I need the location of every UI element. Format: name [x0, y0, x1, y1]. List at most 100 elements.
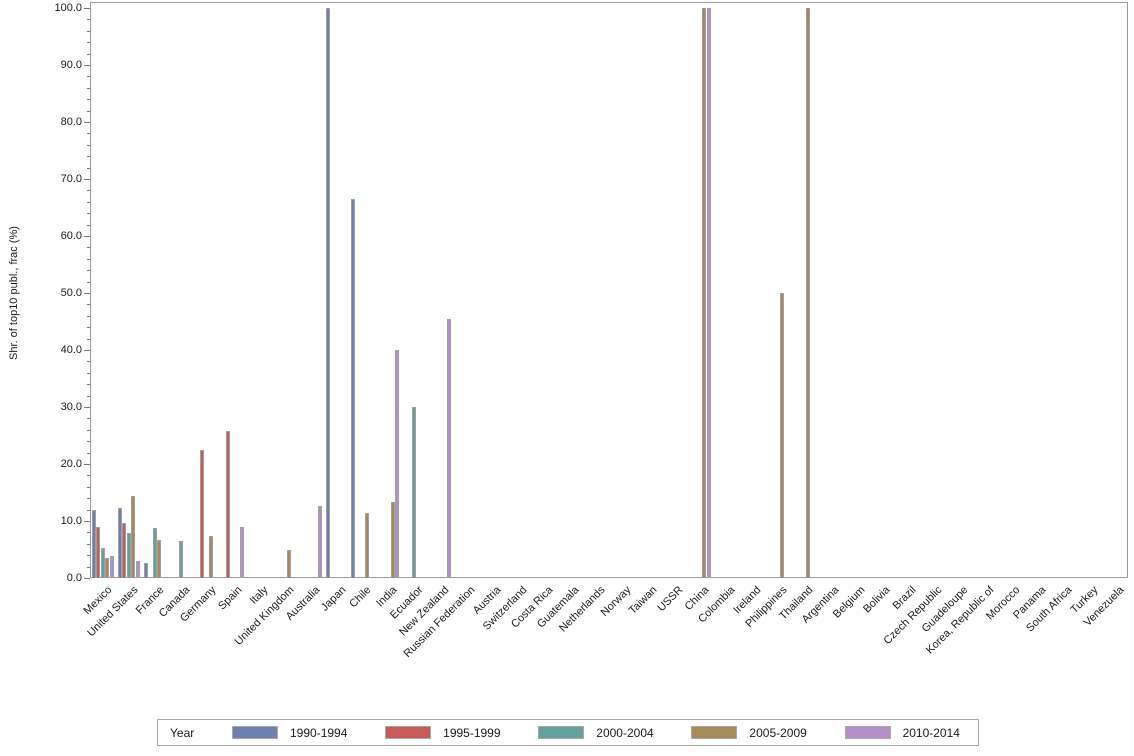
y-minor-tick: [86, 99, 90, 101]
bar-chile-1990-1994: [351, 198, 356, 578]
y-minor-tick: [86, 224, 90, 226]
y-minor-tick: [86, 213, 90, 215]
y-minor-tick: [86, 30, 90, 32]
y-major-tick: [84, 236, 90, 237]
bar-china-2005-2009: [702, 8, 707, 578]
y-tick-label: 40.0: [60, 344, 82, 356]
y-tick-label: 70.0: [60, 173, 82, 185]
legend-swatch-icon: [691, 726, 738, 739]
bar-germany-2005-2009: [209, 535, 214, 578]
bar-france-2005-2009: [157, 539, 162, 578]
y-major-tick: [84, 179, 90, 180]
y-major-tick: [84, 521, 90, 522]
legend-label: 2010-2014: [902, 725, 960, 740]
y-minor-tick: [86, 42, 90, 44]
y-minor-tick: [86, 384, 90, 386]
bar-france-2000-2004: [152, 527, 157, 578]
y-minor-tick: [86, 532, 90, 534]
y-minor-tick: [86, 372, 90, 374]
y-minor-tick: [86, 441, 90, 443]
y-axis-title: Shr. of top10 publ., frac (%): [8, 226, 20, 360]
plot-area: [90, 2, 1128, 578]
bar-mexico-1995-1999: [96, 527, 101, 578]
y-tick-label: 90.0: [60, 59, 82, 71]
bar-spain-2010-2014: [239, 527, 244, 578]
y-minor-tick: [86, 53, 90, 55]
bar-thailand-2005-2009: [806, 8, 811, 578]
y-minor-tick: [86, 304, 90, 306]
y-tick-label: 60.0: [60, 230, 82, 242]
bar-ecuador-2000-2004: [412, 407, 417, 578]
bar-india-2010-2014: [395, 350, 400, 578]
y-major-tick: [84, 407, 90, 408]
y-tick-label: 10.0: [60, 515, 82, 527]
y-minor-tick: [86, 361, 90, 363]
bar-united-states-2000-2004: [126, 532, 131, 578]
legend-swatch-icon: [844, 726, 891, 739]
y-minor-tick: [86, 475, 90, 477]
bar-new-zealand-2010-2014: [447, 319, 452, 578]
bar-germany-1995-1999: [200, 450, 205, 578]
y-minor-tick: [86, 418, 90, 420]
y-major-tick: [84, 350, 90, 351]
y-major-tick: [84, 8, 90, 9]
y-minor-tick: [86, 327, 90, 329]
bar-mexico-1990-1994: [91, 509, 96, 578]
y-tick-label: 0.0: [66, 572, 82, 584]
y-minor-tick: [86, 486, 90, 488]
y-minor-tick: [86, 338, 90, 340]
y-minor-tick: [86, 201, 90, 203]
y-minor-tick: [86, 566, 90, 568]
y-minor-tick: [86, 133, 90, 135]
y-minor-tick: [86, 509, 90, 511]
y-minor-tick: [86, 498, 90, 500]
y-major-tick: [84, 65, 90, 66]
bar-france-1990-1994: [143, 563, 148, 578]
bar-china-2010-2014: [706, 8, 711, 578]
y-minor-tick: [86, 167, 90, 169]
y-tick-label: 30.0: [60, 401, 82, 413]
bar-united-states-2010-2014: [135, 560, 140, 578]
legend-swatch-icon: [538, 726, 585, 739]
bar-united-states-2005-2009: [131, 496, 136, 578]
legend-item: 1990-1994: [232, 726, 347, 740]
y-minor-tick: [86, 429, 90, 431]
y-minor-tick: [86, 156, 90, 158]
legend-label: 2005-2009: [749, 725, 807, 740]
y-minor-tick: [86, 555, 90, 557]
y-minor-tick: [86, 247, 90, 249]
y-tick-label: 80.0: [60, 116, 82, 128]
y-minor-tick: [86, 19, 90, 21]
y-tick-label: 100.0: [54, 2, 82, 14]
y-tick-label: 20.0: [60, 458, 82, 470]
y-tick-label: 50.0: [60, 287, 82, 299]
y-minor-tick: [86, 190, 90, 192]
legend-item: 2000-2004: [538, 726, 654, 740]
bar-united-states-1990-1994: [117, 507, 122, 578]
bar-mexico-2000-2004: [100, 548, 105, 578]
y-minor-tick: [86, 76, 90, 78]
y-minor-tick: [86, 315, 90, 317]
bar-philippines-2005-2009: [780, 293, 785, 578]
bar-united-kingdom-2005-2009: [287, 550, 292, 578]
y-minor-tick: [86, 270, 90, 272]
y-major-tick: [84, 122, 90, 123]
legend: Year 1990-1994 1995-1999 2000-2004 2005-200…: [157, 719, 979, 746]
legend-title: Year: [170, 725, 195, 740]
y-major-tick: [84, 293, 90, 294]
y-minor-tick: [86, 87, 90, 89]
bar-india-2005-2009: [390, 501, 395, 578]
y-minor-tick: [86, 144, 90, 146]
y-minor-tick: [86, 395, 90, 397]
bar-mexico-2010-2014: [109, 555, 114, 578]
legend-swatch-icon: [232, 726, 278, 739]
bar-spain-1995-1999: [226, 430, 231, 578]
y-minor-tick: [86, 281, 90, 283]
legend-item: 2010-2014: [844, 725, 960, 740]
bar-united-states-1995-1999: [122, 522, 127, 578]
legend-label: 1995-1999: [443, 725, 501, 740]
legend-label: 1990-1994: [290, 725, 348, 740]
y-minor-tick: [86, 543, 90, 545]
legend-swatch-icon: [385, 726, 432, 739]
